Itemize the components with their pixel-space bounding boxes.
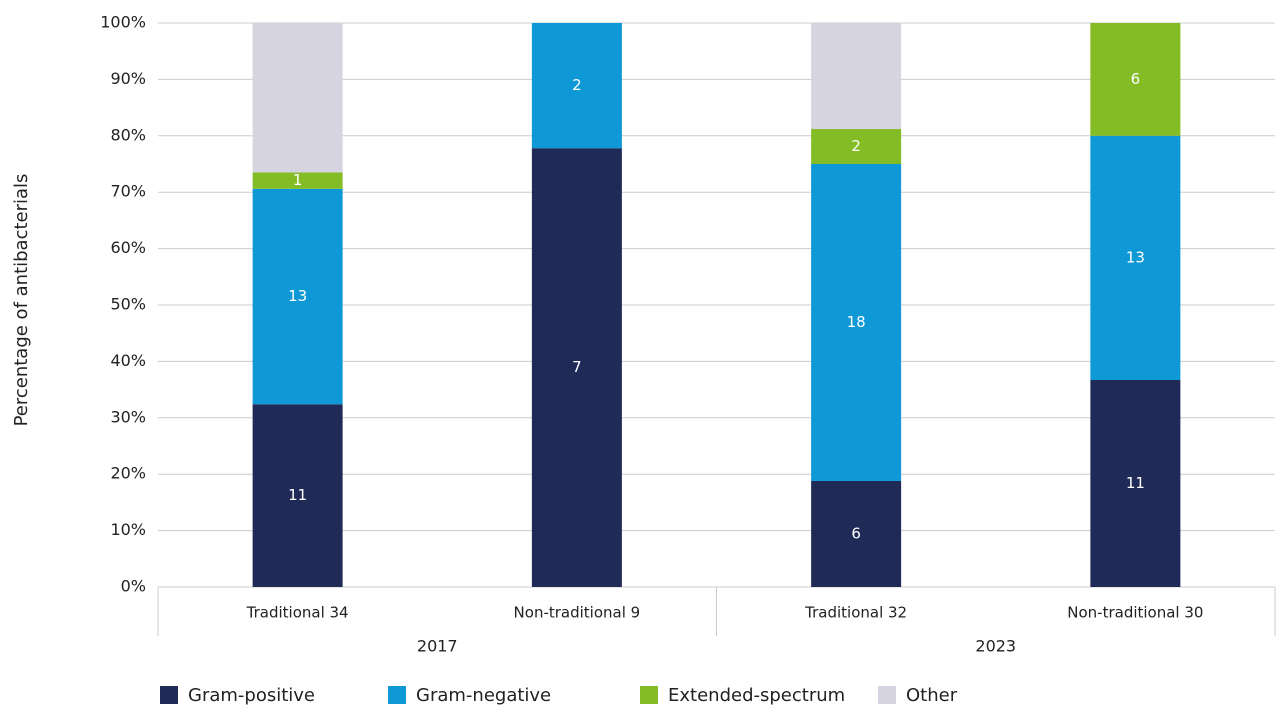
bar-segment bbox=[252, 188, 343, 405]
bar-segment bbox=[811, 480, 902, 587]
group-label: 2023 bbox=[975, 637, 1016, 656]
x-tick-label: Non-traditional 9 bbox=[514, 604, 641, 622]
y-tick-label: 90% bbox=[110, 69, 146, 88]
legend-label: Gram-positive bbox=[188, 685, 315, 706]
legend-label: Other bbox=[906, 685, 958, 706]
data-label: 1 bbox=[293, 171, 303, 189]
data-label: 6 bbox=[851, 524, 861, 542]
bar-segment bbox=[811, 164, 902, 481]
y-tick-label: 50% bbox=[110, 295, 146, 314]
bar-segment bbox=[1090, 135, 1181, 381]
legend-label: Extended-spectrum bbox=[668, 685, 845, 706]
y-tick-label: 40% bbox=[110, 351, 146, 370]
data-label: 7 bbox=[572, 358, 582, 376]
data-label: 13 bbox=[1126, 248, 1145, 266]
data-label: 11 bbox=[1126, 474, 1145, 492]
bar-segment bbox=[531, 148, 622, 587]
x-tick-label: Non-traditional 30 bbox=[1067, 604, 1203, 622]
bar-segment bbox=[252, 404, 343, 587]
y-tick-label: 80% bbox=[110, 125, 146, 144]
y-tick-label: 100% bbox=[100, 13, 146, 32]
x-tick-label: Traditional 32 bbox=[804, 604, 907, 622]
bar-segment bbox=[1090, 23, 1181, 136]
data-label: 13 bbox=[288, 287, 307, 305]
group-label: 2017 bbox=[417, 637, 458, 656]
data-label: 2 bbox=[572, 76, 582, 94]
legend-swatch bbox=[640, 686, 658, 704]
y-tick-label: 10% bbox=[110, 520, 146, 539]
data-label: 18 bbox=[847, 313, 866, 331]
bar-segment bbox=[531, 23, 622, 149]
y-tick-label: 20% bbox=[110, 464, 146, 483]
data-label: 6 bbox=[1131, 70, 1141, 88]
bar-segment bbox=[252, 23, 343, 173]
legend-label: Gram-negative bbox=[416, 685, 551, 706]
bar-segment bbox=[811, 23, 902, 130]
data-label: 2 bbox=[851, 137, 861, 155]
legend-swatch bbox=[878, 686, 896, 704]
y-axis-label: Percentage of antibacterials bbox=[11, 174, 32, 427]
data-label: 11 bbox=[288, 486, 307, 504]
y-tick-label: 70% bbox=[110, 182, 146, 201]
y-tick-label: 60% bbox=[110, 238, 146, 257]
y-tick-label: 30% bbox=[110, 407, 146, 426]
y-tick-label: 0% bbox=[121, 577, 146, 596]
legend-swatch bbox=[160, 686, 178, 704]
bar-segment bbox=[1090, 380, 1181, 587]
x-tick-label: Traditional 34 bbox=[246, 604, 349, 622]
legend-swatch bbox=[388, 686, 406, 704]
bar-segment bbox=[252, 172, 343, 189]
bar-segment bbox=[811, 129, 902, 164]
